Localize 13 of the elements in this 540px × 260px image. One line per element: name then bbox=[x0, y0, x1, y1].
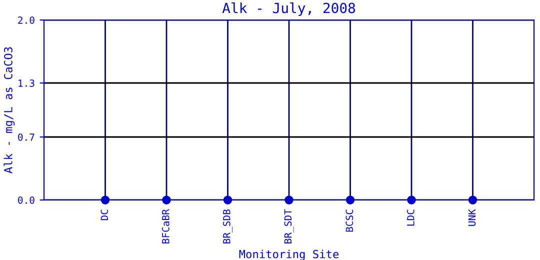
y-tick-label: 0.7 bbox=[18, 134, 34, 141]
x-tick-label: BCSC bbox=[346, 210, 354, 232]
x-tick-label: DC bbox=[100, 210, 108, 220]
chart-title: Alk - July, 2008 bbox=[222, 2, 356, 16]
x-tick-label: BR_SDT bbox=[284, 209, 294, 244]
x-tick-label: BR_SDB bbox=[222, 209, 233, 244]
y-tick-label: 2.0 bbox=[18, 16, 34, 24]
y-axis-title: Alk - mg/L as CaCO3 bbox=[4, 47, 15, 174]
x-tick-label: LDC bbox=[406, 210, 414, 226]
x-tick-label: BFCaBR bbox=[162, 209, 170, 244]
y-tick-label: 1.3 bbox=[18, 80, 34, 87]
y-tick-label: 0.0 bbox=[18, 196, 34, 204]
x-tick-label: UNK bbox=[468, 209, 476, 226]
